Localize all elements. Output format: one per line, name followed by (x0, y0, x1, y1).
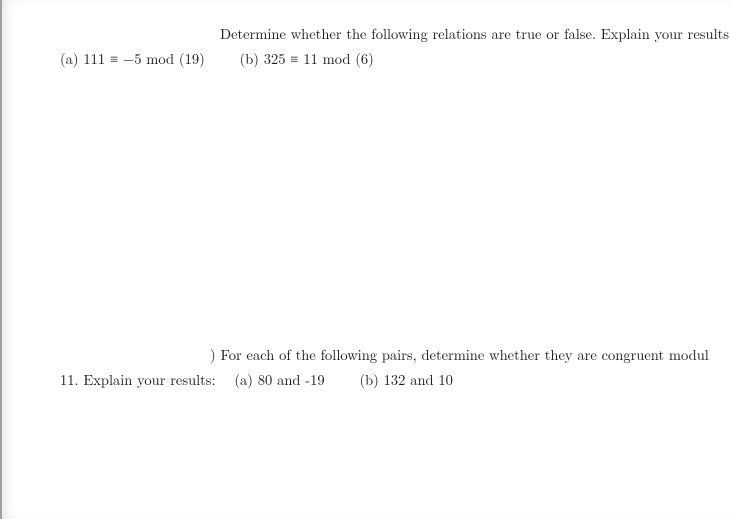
problem-1-part-a: (a) 111 ≡ −5 mod (19) (60, 49, 205, 69)
problem-1-prompt-line: Determine whether the following relation… (60, 23, 730, 46)
problem-1-part-b: (b) 325 ≡ 11 mod (6) (240, 49, 374, 69)
problem-2-line2-lead: 11. Explain your results: (60, 370, 216, 390)
problem-2-prompt-wrap: ) For each of the following pairs, deter… (210, 345, 709, 365)
problem-1-prompt: Determine whether the following relation… (220, 24, 729, 44)
problem-2-prompt-line: ) For each of the following pairs, deter… (60, 344, 730, 367)
problem-1-parts: (a) 111 ≡ −5 mod (19) (b) 325 ≡ 11 mod (… (60, 46, 730, 71)
problem-2-parts: 11. Explain your results: (a) 80 and -19… (60, 367, 730, 392)
problem-2-prompt: For each of the following pairs, determi… (220, 345, 708, 365)
problem-1: Determine whether the following relation… (60, 23, 730, 71)
problem-2-paren: ) (210, 345, 216, 365)
problem-2-part-a: (a) 80 and -19 (234, 370, 324, 390)
page-container: Determine whether the following relation… (0, 0, 730, 519)
problem-2: ) For each of the following pairs, deter… (60, 344, 730, 392)
problem-2-part-b: (b) 132 and 10 (359, 370, 452, 390)
page-content: Determine whether the following relation… (2, 0, 730, 519)
